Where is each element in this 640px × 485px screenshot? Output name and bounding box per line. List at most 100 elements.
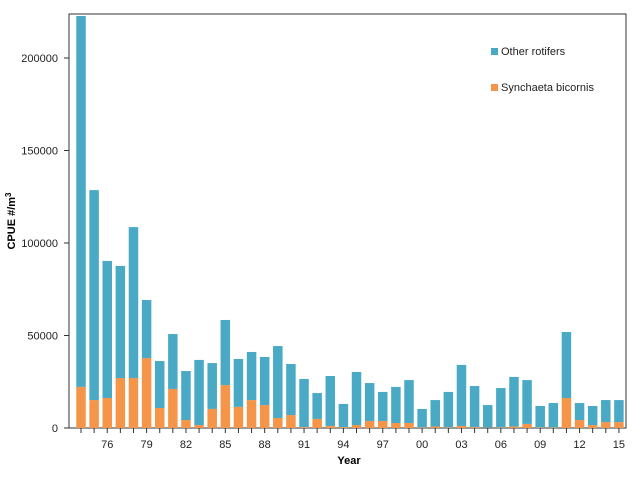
bar-other-rotifers-1997 <box>378 392 388 421</box>
bar-synchaeta-2010 <box>549 427 559 428</box>
bar-synchaeta-1976 <box>102 398 112 428</box>
bar-other-rotifers-1979 <box>142 300 152 358</box>
bar-other-rotifers-2006 <box>496 388 506 427</box>
bar-synchaeta-1983 <box>194 425 204 428</box>
bar-other-rotifers-1992 <box>312 393 322 419</box>
bar-other-rotifers-2012 <box>575 403 585 420</box>
bar-synchaeta-1999 <box>404 423 414 428</box>
x-tick-label: 82 <box>180 439 192 451</box>
bar-other-rotifers-1984 <box>207 363 217 409</box>
bar-synchaeta-1992 <box>312 419 322 428</box>
bar-other-rotifers-1977 <box>116 266 126 378</box>
bar-other-rotifers-1991 <box>299 379 309 427</box>
bar-synchaeta-1994 <box>339 427 349 428</box>
bar-synchaeta-1985 <box>221 385 231 428</box>
bar-other-rotifers-1986 <box>234 359 244 407</box>
bar-other-rotifers-1980 <box>155 361 165 408</box>
bar-synchaeta-2003 <box>457 426 467 428</box>
bar-other-rotifers-1981 <box>168 334 178 389</box>
plot-frame <box>69 14 626 428</box>
bar-synchaeta-1997 <box>378 421 388 428</box>
bar-synchaeta-1987 <box>247 400 257 428</box>
bar-synchaeta-1984 <box>207 409 217 428</box>
bar-other-rotifers-2007 <box>509 377 518 427</box>
bar-other-rotifers-1993 <box>326 376 336 426</box>
bar-other-rotifers-1999 <box>404 380 414 423</box>
bar-synchaeta-1982 <box>181 420 191 428</box>
bar-synchaeta-1991 <box>299 427 309 428</box>
bar-other-rotifers-1975 <box>89 190 99 400</box>
bar-other-rotifers-1978 <box>129 227 139 378</box>
x-tick-label: 15 <box>613 439 625 451</box>
bar-other-rotifers-2014 <box>601 400 611 422</box>
x-axis-label: Year <box>337 455 361 467</box>
bar-synchaeta-2013 <box>588 425 598 428</box>
bar-other-rotifers-2005 <box>483 405 493 428</box>
bar-synchaeta-2002 <box>444 427 454 428</box>
bar-synchaeta-1993 <box>326 426 336 428</box>
bar-synchaeta-2009 <box>535 427 545 428</box>
bar-synchaeta-1980 <box>155 408 165 428</box>
bar-synchaeta-2011 <box>562 398 572 428</box>
bar-synchaeta-2008 <box>522 424 532 428</box>
bar-other-rotifers-2008 <box>522 380 532 424</box>
bar-synchaeta-2006 <box>496 427 506 428</box>
bar-other-rotifers-2003 <box>457 365 467 426</box>
x-tick-label: 94 <box>337 439 349 451</box>
bar-synchaeta-1989 <box>273 418 283 428</box>
bar-other-rotifers-1983 <box>194 360 204 425</box>
y-tick-label: 200000 <box>21 53 58 65</box>
bar-other-rotifers-1987 <box>247 352 257 400</box>
bar-other-rotifers-1996 <box>365 383 375 421</box>
bar-synchaeta-1978 <box>129 378 139 428</box>
legend-label: Synchaeta bicornis <box>501 82 594 94</box>
bar-synchaeta-1977 <box>116 378 126 428</box>
bar-other-rotifers-2001 <box>430 400 440 426</box>
bar-synchaeta-2004 <box>470 427 480 428</box>
bar-other-rotifers-1988 <box>260 357 270 405</box>
bar-synchaeta-2012 <box>575 420 585 428</box>
x-tick-label: 12 <box>573 439 585 451</box>
bar-other-rotifers-2013 <box>588 406 598 425</box>
x-tick-label: 88 <box>259 439 271 451</box>
bar-other-rotifers-2004 <box>470 386 480 427</box>
x-tick-label: 91 <box>298 439 310 451</box>
bar-other-rotifers-1976 <box>102 261 112 398</box>
bar-other-rotifers-2015 <box>614 400 624 422</box>
bar-synchaeta-2000 <box>417 427 427 428</box>
bar-other-rotifers-2000 <box>417 409 427 428</box>
bar-synchaeta-2014 <box>601 422 611 428</box>
x-tick-label: 03 <box>455 439 467 451</box>
bar-other-rotifers-2010 <box>549 403 559 427</box>
legend-swatch <box>491 84 498 91</box>
x-tick-label: 79 <box>140 439 152 451</box>
bar-synchaeta-2015 <box>614 422 624 428</box>
x-tick-label: 09 <box>534 439 546 451</box>
x-tick-label: 97 <box>377 439 389 451</box>
y-tick-label: 150000 <box>21 146 58 158</box>
bar-synchaeta-1988 <box>260 405 270 428</box>
y-tick-label: 100000 <box>21 238 58 250</box>
bar-other-rotifers-1985 <box>221 320 231 385</box>
bar-other-rotifers-2011 <box>562 332 572 398</box>
bar-synchaeta-1996 <box>365 421 375 428</box>
y-tick-label: 50000 <box>27 331 58 343</box>
bar-synchaeta-1998 <box>391 423 401 428</box>
x-tick-label: 00 <box>416 439 428 451</box>
legend-label: Other rotifers <box>501 46 566 58</box>
y-tick-label: 0 <box>52 423 58 435</box>
bar-other-rotifers-1990 <box>286 364 296 415</box>
x-tick-label: 85 <box>219 439 231 451</box>
y-axis-label: CPUE #/m3 <box>4 192 18 250</box>
bar-other-rotifers-2002 <box>444 392 454 428</box>
bar-other-rotifers-1998 <box>391 387 401 423</box>
bar-synchaeta-1979 <box>142 358 152 428</box>
x-tick-label: 76 <box>101 439 113 451</box>
bar-synchaeta-1981 <box>168 389 178 428</box>
bar-other-rotifers-1982 <box>181 371 191 420</box>
bar-synchaeta-1995 <box>352 425 362 428</box>
bar-other-rotifers-2009 <box>535 406 545 427</box>
bar-synchaeta-1990 <box>286 415 296 428</box>
x-tick-label: 06 <box>495 439 507 451</box>
